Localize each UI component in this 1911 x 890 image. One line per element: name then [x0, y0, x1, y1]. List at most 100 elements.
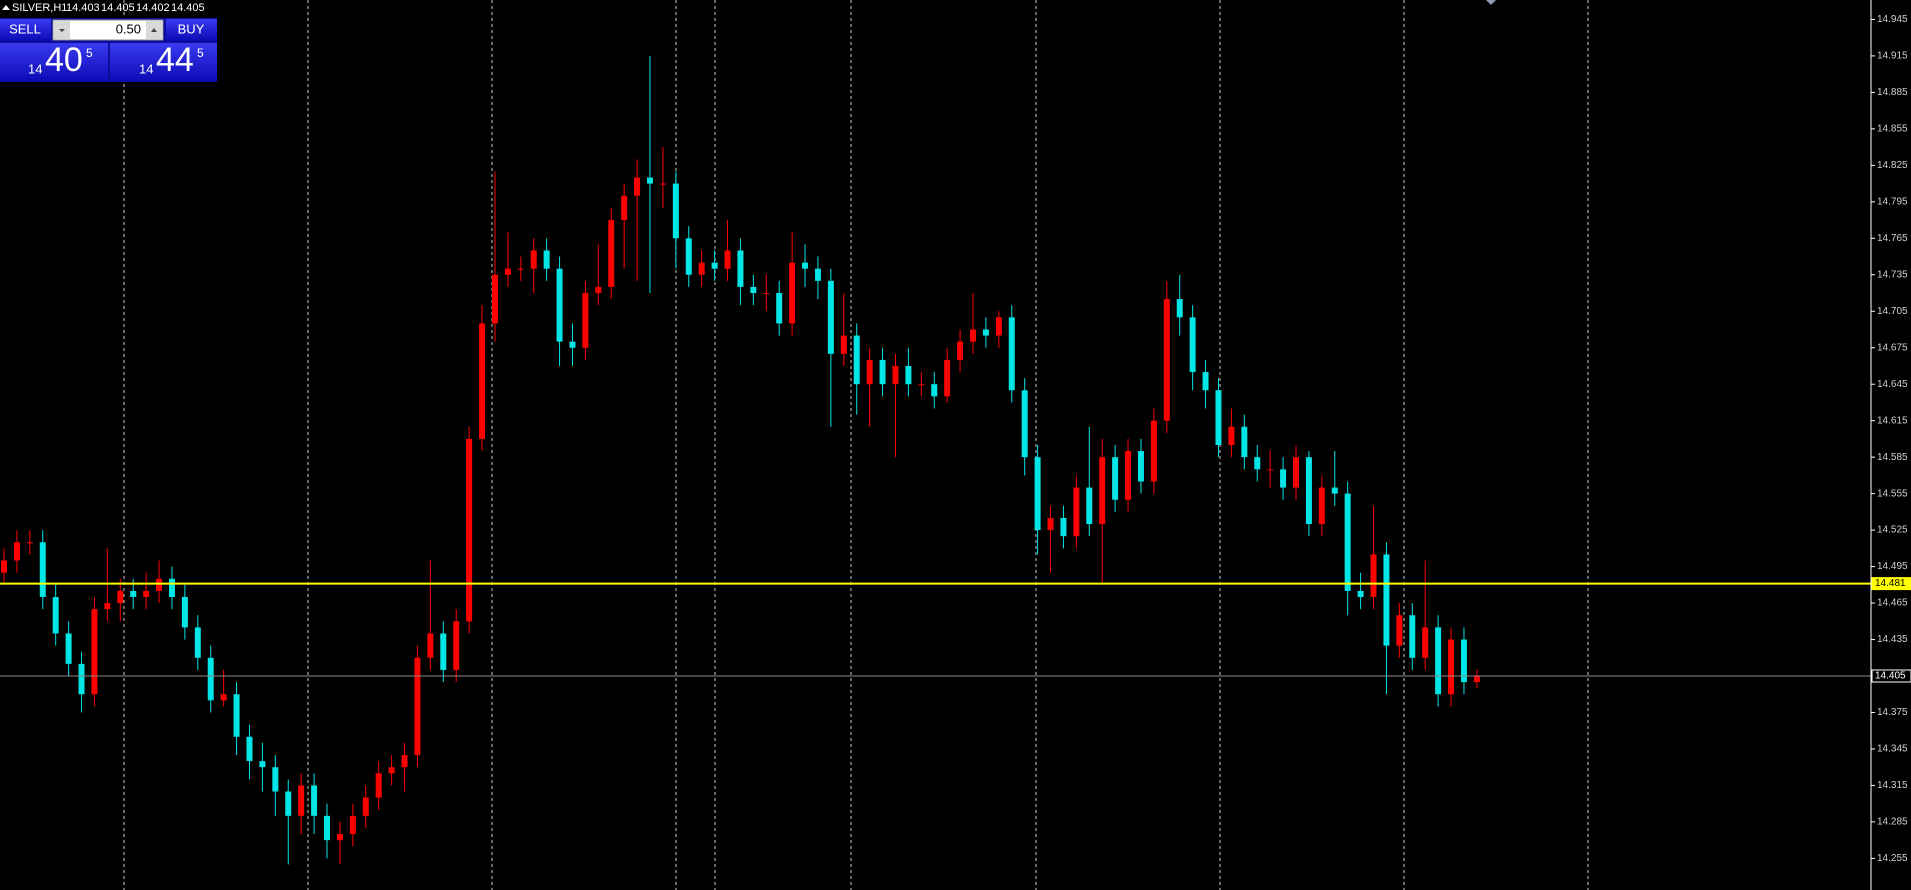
- candle-body: [349, 815, 356, 835]
- candle-body: [840, 335, 847, 354]
- candle-body: [285, 791, 292, 816]
- candle-body: [1150, 420, 1157, 482]
- candle-body: [1370, 554, 1377, 597]
- candle-body: [827, 280, 834, 354]
- candle-body: [1060, 517, 1067, 537]
- y-tick-label: 14.855: [1877, 124, 1908, 135]
- candle-body: [543, 250, 550, 269]
- candle-body: [246, 736, 253, 762]
- candle-body: [737, 250, 744, 287]
- candle-body: [336, 834, 343, 841]
- buy-price-big: 14: [139, 61, 153, 76]
- sell-price-small: 5: [86, 46, 93, 60]
- candle-body: [931, 384, 938, 397]
- candle-body: [479, 323, 486, 439]
- price-label-box: [1871, 669, 1911, 683]
- candle-body: [814, 268, 821, 281]
- candle-body: [711, 262, 718, 269]
- candle-body: [608, 220, 615, 287]
- candle-body: [168, 578, 175, 597]
- candle-body: [763, 293, 770, 295]
- y-tick-label: 14.585: [1877, 452, 1908, 463]
- candle-body: [272, 767, 279, 792]
- candle-body: [362, 797, 369, 816]
- collapse-icon: [2, 5, 10, 10]
- candle-body: [918, 384, 925, 386]
- sell-price-box[interactable]: [0, 43, 108, 82]
- candle-body: [672, 183, 679, 239]
- y-tick-label: 14.465: [1877, 598, 1908, 609]
- y-tick-label: 14.945: [1877, 14, 1908, 25]
- candle-body: [685, 238, 692, 275]
- buy-button[interactable]: [166, 19, 217, 41]
- y-tick-label: 14.705: [1877, 306, 1908, 317]
- candle-body: [1305, 457, 1312, 525]
- candle-body: [130, 590, 137, 597]
- candle-body: [905, 365, 912, 385]
- candle-body: [853, 335, 860, 385]
- candle-body: [1460, 639, 1467, 683]
- y-tick-label: 14.615: [1877, 415, 1908, 426]
- buy-label: BUY: [178, 21, 205, 36]
- y-tick-label: 14.315: [1877, 780, 1908, 791]
- sell-label: SELL: [9, 21, 41, 36]
- candle-body: [1318, 487, 1325, 525]
- y-tick-label: 14.735: [1877, 269, 1908, 280]
- candle-body: [194, 627, 201, 658]
- candle-body: [181, 596, 188, 628]
- price-label-box: [1871, 577, 1911, 591]
- candle-body: [1073, 487, 1080, 537]
- candle-body: [1254, 457, 1261, 470]
- candle-body: [530, 250, 537, 269]
- candle-body: [1086, 487, 1093, 525]
- candle-body: [65, 633, 72, 664]
- candle-body: [1215, 390, 1222, 445]
- quote-open: 14.403: [66, 2, 100, 14]
- candle-body: [944, 359, 951, 397]
- candle-body: [1021, 390, 1028, 458]
- candle-body: [1228, 426, 1235, 445]
- sell-price-big: 14: [28, 61, 42, 76]
- candle-body: [1, 560, 7, 573]
- candle-body: [13, 542, 20, 561]
- y-tick-label: 14.525: [1877, 525, 1908, 536]
- candle-body: [26, 542, 33, 544]
- lot-input[interactable]: [52, 19, 164, 41]
- symbol: SILVER,H1: [12, 2, 67, 14]
- candle-body: [1176, 299, 1183, 318]
- candle-body: [401, 755, 408, 768]
- candle-body: [466, 438, 473, 622]
- down-arrow: [59, 29, 65, 32]
- candle-body: [1034, 457, 1041, 531]
- buy-price-box[interactable]: [110, 43, 217, 82]
- candle-body: [1202, 372, 1209, 391]
- candle-body: [802, 262, 809, 269]
- candle-body: [1112, 457, 1119, 500]
- candle-body: [789, 262, 796, 324]
- candle-body: [634, 177, 641, 196]
- candle-body: [324, 815, 330, 841]
- candle-body: [582, 293, 589, 348]
- candle-body: [866, 359, 873, 385]
- candle-body: [724, 250, 731, 269]
- candle-body: [995, 317, 1002, 336]
- one-click-trading: SELL 0.50 BUY 14 40 5 14 44 5: [0, 18, 217, 82]
- candle-body: [1422, 627, 1429, 658]
- candle-body: [388, 767, 395, 774]
- candle-body: [1396, 615, 1403, 646]
- quote-low: 14.402: [136, 2, 170, 14]
- candle-body: [1409, 615, 1416, 658]
- sell-price-main: 40: [45, 41, 83, 79]
- candle-body: [375, 773, 382, 798]
- candle-body: [117, 590, 124, 604]
- y-tick-label: 14.885: [1877, 87, 1908, 98]
- up-arrow: [151, 28, 157, 32]
- candle-body: [311, 785, 318, 816]
- candle-body: [453, 621, 460, 670]
- candle-body: [1293, 457, 1299, 488]
- sell-button[interactable]: [0, 19, 51, 41]
- candle-body: [621, 195, 628, 221]
- candle-body: [957, 341, 964, 360]
- candle-body: [892, 365, 899, 385]
